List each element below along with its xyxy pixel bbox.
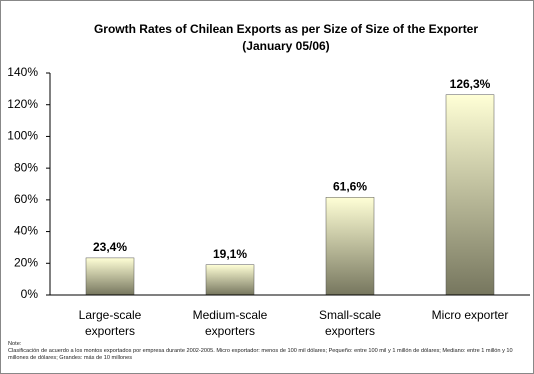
x-tick-label: Large-scale exporters (78, 308, 142, 338)
data-label: 23,4% (93, 240, 127, 254)
y-tick-label: 40% (14, 224, 38, 238)
bar (85, 257, 135, 296)
y-tick-label: 0% (21, 287, 39, 301)
x-tick-label: Small-scale exporters (318, 308, 381, 338)
data-label: 126,3% (450, 77, 491, 91)
bar (445, 94, 495, 296)
chart-title: Growth Rates of Chilean Exports as per S… (94, 22, 478, 36)
chart-subtitle: (January 05/06) (242, 39, 329, 53)
y-tick-label: 140% (7, 65, 38, 79)
data-label: 19,1% (213, 247, 247, 261)
y-tick-label: 100% (7, 129, 38, 143)
y-tick-label: 80% (14, 160, 38, 174)
bar (205, 264, 255, 296)
x-tick-label: Micro exporter (431, 308, 509, 322)
data-label: 61,6% (333, 179, 367, 193)
x-tick-label: Medium-scale exporters (192, 308, 268, 338)
note: Clasificación de acuerdo a los montos ex… (8, 348, 513, 361)
y-tick-label: 20% (14, 255, 38, 269)
y-tick-label: 60% (14, 192, 38, 206)
y-tick-label: 120% (7, 97, 38, 111)
bar (325, 197, 375, 296)
note-label: Note: (8, 341, 22, 347)
